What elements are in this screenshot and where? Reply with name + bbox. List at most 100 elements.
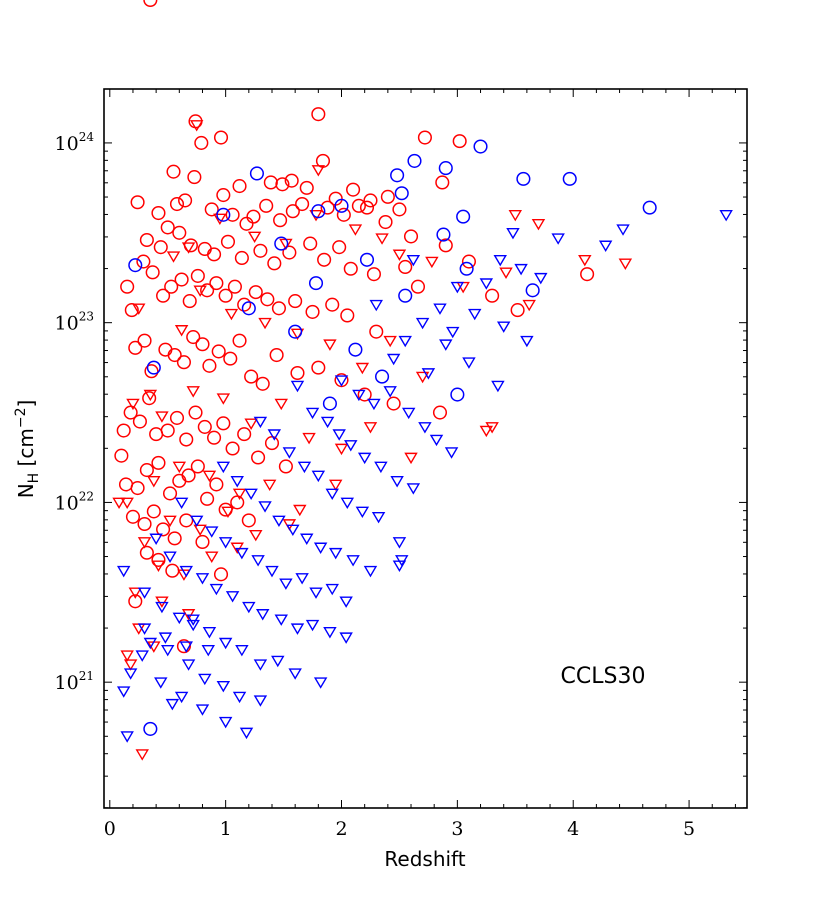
blue-triangles-point	[235, 644, 249, 657]
red-circles-point	[207, 247, 222, 262]
blue-triangles-point	[290, 380, 305, 393]
blue-circles-point	[436, 227, 451, 242]
red-circles-point	[124, 303, 139, 318]
blue-triangles-point	[158, 632, 173, 644]
red-circles-point	[132, 414, 147, 429]
blue-triangles-point	[123, 668, 138, 680]
blue-triangles-point	[363, 565, 378, 578]
red-circles-point	[452, 134, 467, 149]
blue-triangles-point	[462, 357, 476, 369]
red-circles-point	[288, 294, 303, 309]
red-circles-point	[417, 130, 432, 145]
blue-triangles-point	[325, 488, 339, 501]
blue-triangles-point	[116, 686, 131, 698]
red-circles-point	[284, 173, 299, 188]
red-circles-point	[232, 333, 247, 348]
blue-triangles-point	[493, 254, 507, 267]
red-triangles-point	[205, 551, 219, 563]
red-circles-point	[239, 216, 254, 231]
y-axis-title: NH [cm−2]	[13, 400, 42, 499]
red-circles-point	[179, 432, 194, 447]
red-triangles-point	[189, 120, 204, 132]
red-circles-point	[311, 107, 326, 122]
blue-triangles-point	[295, 573, 309, 585]
red-circles-point	[204, 202, 219, 217]
red-triangles-point	[323, 339, 337, 351]
blue-triangles-point	[218, 537, 233, 549]
blue-circles-point	[438, 161, 453, 176]
blue-triangles-point	[479, 278, 494, 290]
red-triangles-point	[258, 317, 272, 330]
y-tick-label: 1024	[55, 130, 95, 155]
red-circles-point	[167, 347, 182, 363]
blue-triangles-point	[195, 704, 210, 716]
red-triangles-point	[155, 411, 169, 423]
x-tick-label: 5	[683, 818, 695, 840]
red-triangles-point	[230, 542, 244, 554]
red-circles-point	[278, 459, 293, 474]
red-triangles-point	[479, 425, 494, 438]
red-circles-point	[130, 195, 145, 210]
blue-triangles-point	[174, 691, 189, 704]
blue-triangles-point	[205, 526, 219, 538]
blue-triangles-point	[340, 497, 355, 510]
blue-triangles-point	[186, 619, 200, 632]
blue-triangles-point	[265, 565, 279, 578]
red-circles-point	[190, 268, 205, 283]
red-circles-point	[164, 279, 179, 294]
red-circles-point	[145, 265, 160, 280]
blue-triangles-point	[230, 476, 244, 488]
red-circles-point	[139, 545, 154, 560]
red-circles-point	[128, 340, 143, 355]
red-circles-point	[166, 164, 181, 179]
red-circles-point	[253, 243, 268, 258]
red-circles-point	[340, 308, 355, 323]
red-circles-point	[403, 229, 419, 244]
blue-triangles-point	[274, 614, 288, 626]
blue-triangles-point	[367, 398, 381, 411]
blue-triangles-point	[251, 555, 265, 567]
red-circles-point	[234, 250, 249, 266]
blue-triangles-point	[253, 695, 268, 707]
axis-ticks	[104, 89, 747, 809]
red-circles-point	[237, 297, 252, 312]
red-triangles-point	[172, 461, 187, 474]
x-tick-label: 3	[451, 818, 463, 840]
red-circles-point	[169, 196, 185, 212]
blue-circles-point	[516, 171, 531, 186]
red-circles-point	[178, 193, 193, 208]
red-circles-point	[216, 188, 231, 203]
blue-triangles-point	[137, 623, 152, 635]
red-circles-point	[305, 304, 320, 319]
blue-triangles-point	[305, 407, 320, 420]
red-circles-point	[211, 344, 226, 359]
red-circles-point	[271, 301, 286, 316]
red-circles-point	[190, 459, 205, 474]
red-triangles-point	[120, 497, 134, 510]
blue-circles-point	[322, 396, 337, 411]
red-triangles-point	[232, 488, 247, 501]
blue-triangles-point	[323, 627, 337, 639]
red-circles-point	[410, 279, 426, 294]
red-triangles-point	[213, 213, 227, 226]
red-triangles-point	[151, 560, 166, 572]
blue-circles-point	[375, 369, 390, 384]
red-circles-point	[357, 387, 372, 402]
blue-triangles-point	[288, 668, 302, 680]
blue-triangles-point	[313, 677, 328, 689]
red-circles-point	[213, 130, 229, 145]
red-circles-point	[241, 513, 256, 528]
blue-triangles-point	[154, 677, 168, 689]
red-circles-point	[182, 294, 197, 309]
red-circles-point	[225, 207, 240, 222]
red-triangles-point	[166, 251, 181, 263]
x-tick-labels: 0 1 2 3 4 5	[104, 818, 695, 840]
red-circles-point	[202, 358, 217, 373]
red-circles-point	[343, 261, 358, 276]
blue-triangles-point	[395, 555, 409, 567]
blue-circles-point	[241, 301, 256, 316]
red-circles-point	[325, 297, 340, 312]
blue-triangles-point	[253, 416, 268, 429]
blue-triangles-point	[258, 501, 272, 513]
blue-triangles-point	[401, 407, 416, 420]
